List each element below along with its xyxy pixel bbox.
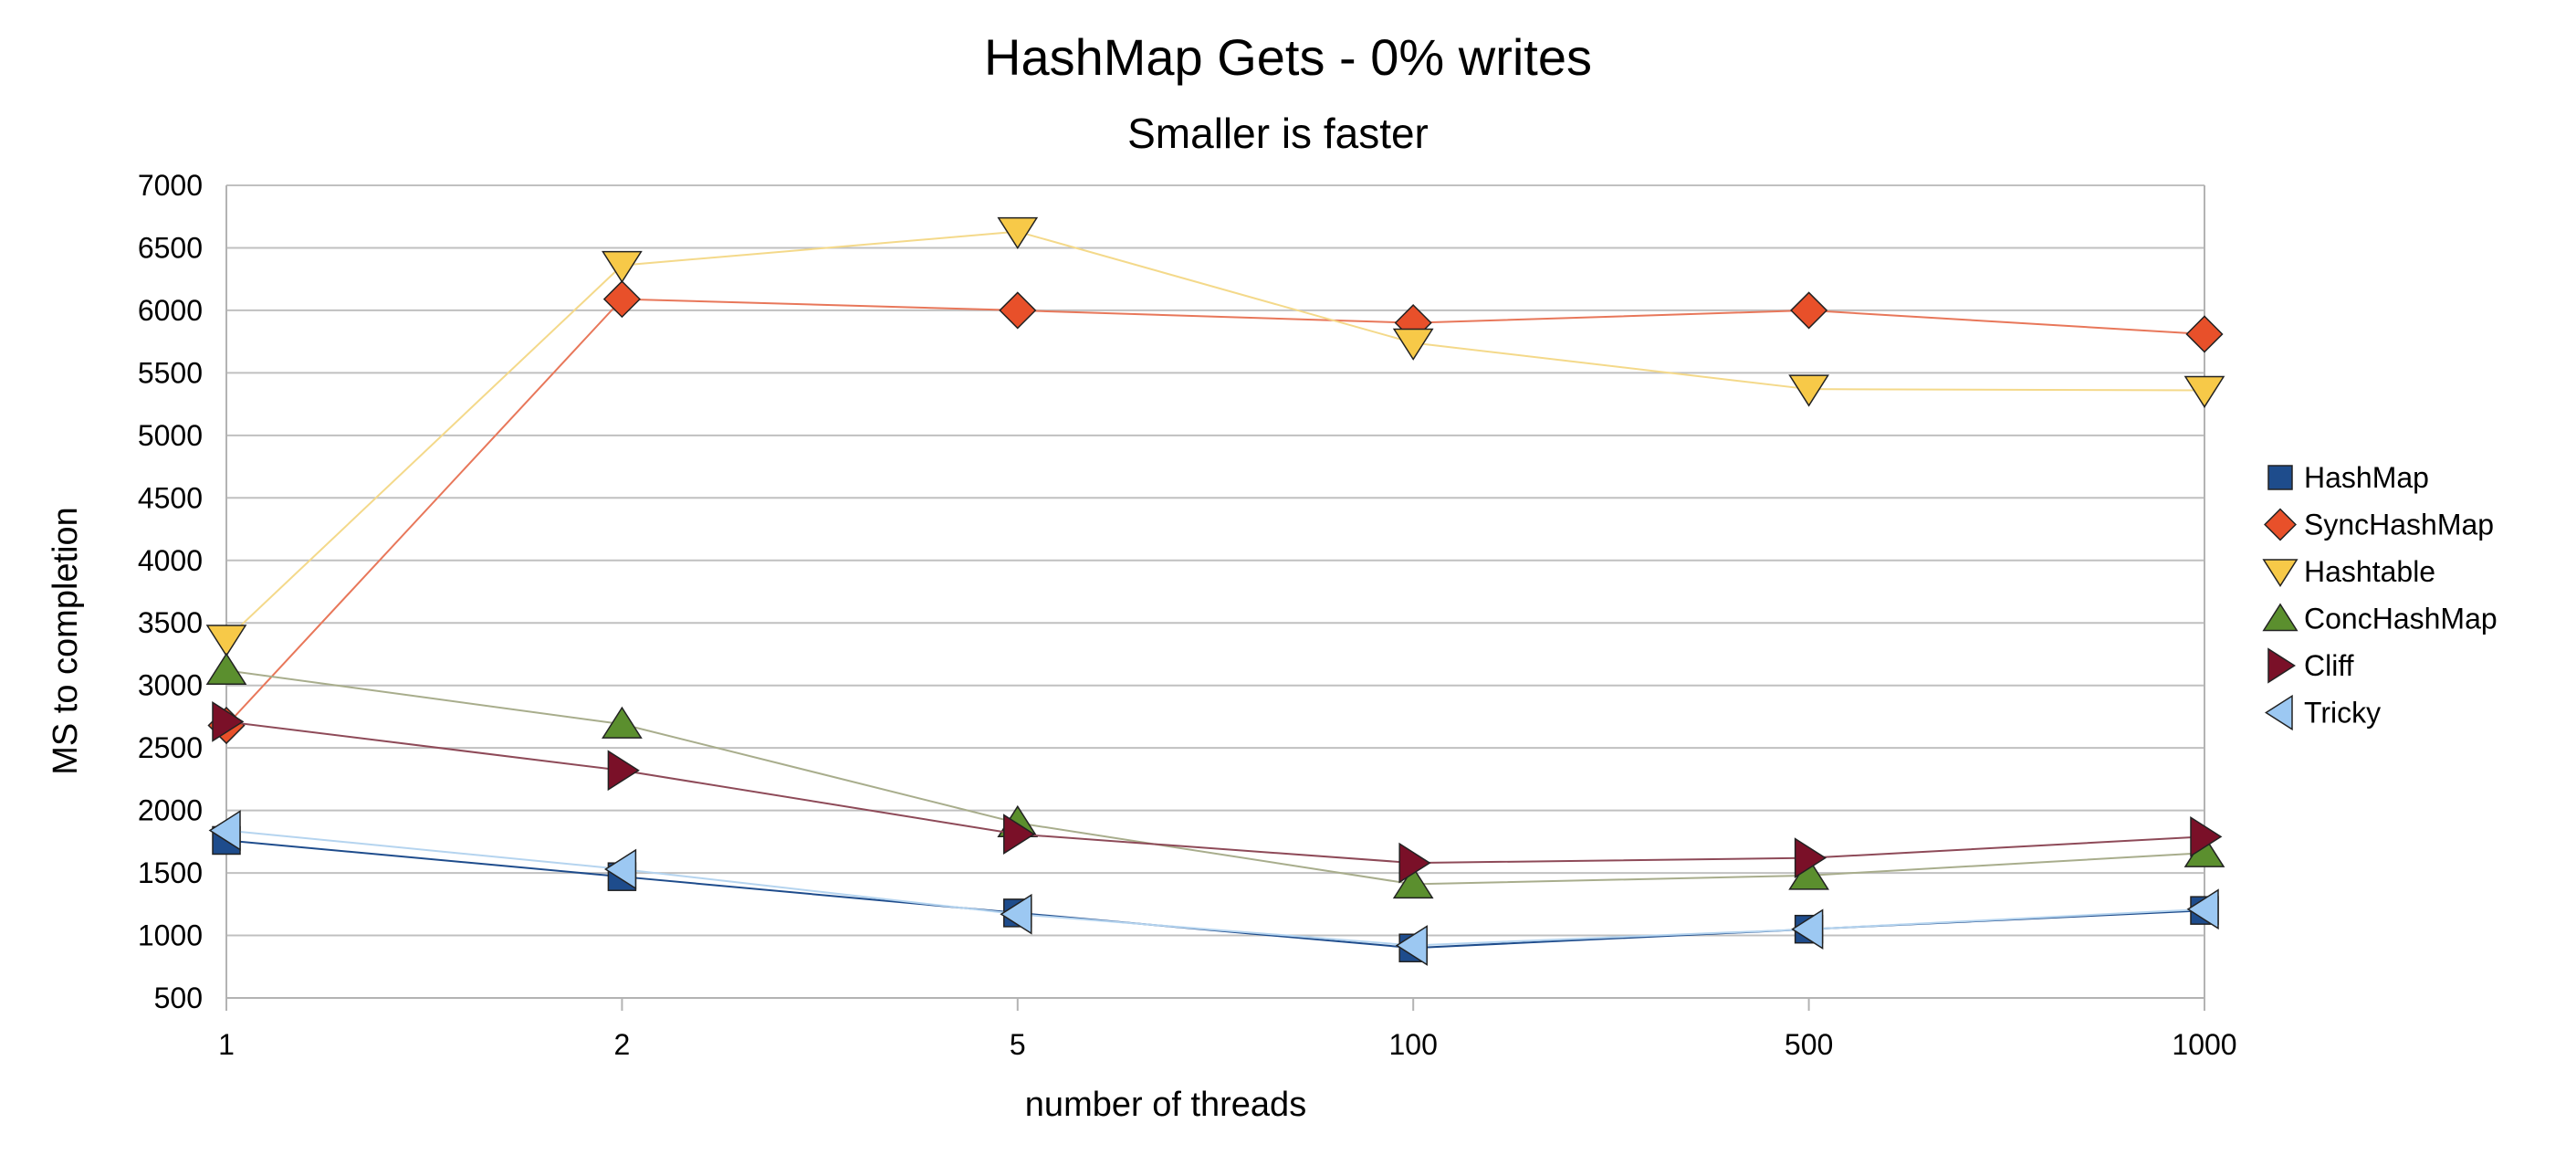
y-tick-label-1500: 1500 <box>138 856 203 889</box>
x-tick-label-100: 100 <box>1389 1028 1438 1061</box>
series-line-cliff <box>225 720 2205 865</box>
x-tick-label-1000: 1000 <box>2172 1028 2236 1061</box>
x-tick-label-5: 5 <box>1010 1028 1026 1061</box>
y-tick-label-2500: 2500 <box>138 731 203 764</box>
data-point-synchashmap-1000 <box>2185 315 2224 353</box>
series-line-tricky <box>225 829 2205 947</box>
legend-marker-cliff <box>2267 647 2296 684</box>
legend-item-hashtable: Hashtable <box>2262 555 2435 588</box>
data-point-conchashmap-1 <box>205 652 247 686</box>
series-conchashmap <box>205 652 2225 899</box>
data-point-synchashmap-500 <box>1790 291 1828 330</box>
data-point-cliff-500 <box>1794 837 1827 879</box>
y-tick-labels: 500 1000 1500 2000 2500 3000 3500 4000 4500 5000 5… <box>138 169 203 1014</box>
data-point-synchashmap-5 <box>999 291 1037 330</box>
axes <box>225 185 2205 999</box>
y-tick-label-5500: 5500 <box>138 356 203 389</box>
data-point-synchashmap-2 <box>602 280 641 319</box>
data-point-conchashmap-2 <box>602 706 643 739</box>
x-tick-label-500: 500 <box>1785 1028 1833 1061</box>
series-group <box>205 216 2225 966</box>
chart-subtitle: Smaller is faster <box>1127 110 1429 157</box>
series-cliff <box>212 701 2223 884</box>
legend-marker-synchashmap <box>2264 508 2297 541</box>
data-point-tricky-1000 <box>2186 888 2219 930</box>
series-line-hashmap <box>225 839 2205 950</box>
legend-marker-tricky <box>2265 694 2293 731</box>
data-point-tricky-2 <box>604 848 637 890</box>
y-tick-label-4000: 4000 <box>138 544 203 577</box>
y-tick-label-2000: 2000 <box>138 794 203 827</box>
legend-label-cliff: Cliff <box>2304 649 2354 682</box>
legend-item-conchashmap: ConcHashMap <box>2262 603 2497 635</box>
chart-title: HashMap Gets - 0% writes <box>984 28 1592 86</box>
legend-item-cliff: Cliff <box>2267 647 2354 684</box>
data-point-hashtable-1000 <box>2183 375 2225 408</box>
data-point-tricky-1 <box>208 810 241 851</box>
y-tick-label-6000: 6000 <box>138 294 203 327</box>
data-point-hashtable-500 <box>1788 374 1829 407</box>
data-point-cliff-2 <box>607 750 640 792</box>
y-tick-label-4500: 4500 <box>138 481 203 514</box>
legend-marker-hashmap <box>2267 465 2293 490</box>
legend-label-hashtable: Hashtable <box>2304 555 2435 588</box>
x-tick-label-2: 2 <box>614 1028 631 1061</box>
legend-label-conchashmap: ConcHashMap <box>2304 603 2497 635</box>
x-tick-labels: 1 2 5 100 500 1000 <box>218 998 2237 1061</box>
series-tricky <box>208 810 2219 966</box>
legend-label-synchashmap: SyncHashMap <box>2304 509 2494 541</box>
data-point-conchashmap-100 <box>1392 866 1434 899</box>
data-point-cliff-100 <box>1398 842 1431 884</box>
legend-marker-hashtable <box>2262 559 2299 587</box>
x-axis-label: number of threads <box>1025 1086 1306 1124</box>
data-point-cliff-1000 <box>2190 816 2223 857</box>
legend-item-tricky: Tricky <box>2265 694 2381 731</box>
data-point-tricky-500 <box>1791 908 1824 950</box>
y-axis-label: MS to completion <box>47 507 85 775</box>
legend-label-hashmap: HashMap <box>2304 461 2429 494</box>
data-point-hashtable-100 <box>1392 328 1434 361</box>
data-point-hashtable-1 <box>205 625 247 657</box>
y-tick-label-500: 500 <box>154 982 203 1014</box>
data-point-cliff-5 <box>1003 814 1036 855</box>
series-hashtable <box>205 216 2225 657</box>
series-line-conchashmap <box>225 669 2205 886</box>
data-point-tricky-5 <box>1000 893 1032 935</box>
data-point-hashtable-2 <box>602 250 643 284</box>
data-point-tricky-100 <box>1395 925 1428 966</box>
legend-marker-conchashmap <box>2262 603 2299 632</box>
series-line-synchashmap <box>225 298 2205 727</box>
data-point-hashtable-5 <box>997 216 1039 250</box>
legend-label-tricky: Tricky <box>2304 697 2381 730</box>
grid-lines <box>226 184 2204 999</box>
series-hashmap <box>212 825 2219 962</box>
y-tick-label-1000: 1000 <box>138 919 203 952</box>
series-synchashmap <box>207 280 2224 745</box>
legend: HashMap SyncHashMap Hashtable ConcHashMap Cl… <box>2262 461 2497 731</box>
y-tick-label-5000: 5000 <box>138 419 203 452</box>
data-point-cliff-1 <box>212 701 245 742</box>
y-tick-label-7000: 7000 <box>138 169 203 202</box>
series-line-hashtable <box>225 230 2205 640</box>
legend-item-hashmap: HashMap <box>2267 461 2429 494</box>
y-tick-label-6500: 6500 <box>138 231 203 264</box>
y-tick-label-3000: 3000 <box>138 669 203 702</box>
x-tick-label-1: 1 <box>218 1028 235 1061</box>
y-tick-label-3500: 3500 <box>138 606 203 639</box>
legend-item-synchashmap: SyncHashMap <box>2264 508 2494 541</box>
